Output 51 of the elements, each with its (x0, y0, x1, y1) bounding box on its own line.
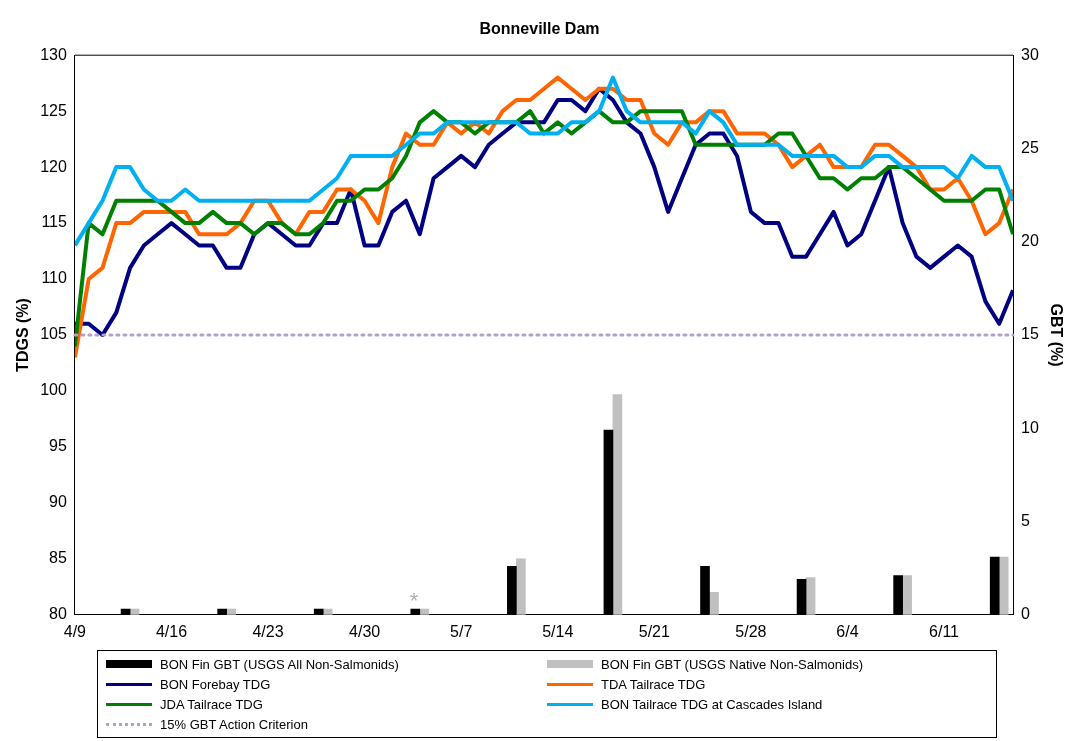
y2-tick-label: 20 (1021, 232, 1039, 250)
x-tick-label: 6/11 (929, 622, 960, 640)
x-tick-label: 5/7 (450, 622, 473, 640)
bar (902, 575, 912, 615)
y2-tick-label: 15 (1021, 325, 1039, 343)
bar (989, 556, 1000, 615)
x-tick-label: 4/9 (63, 622, 87, 640)
y-tick-label: 95 (49, 437, 67, 455)
bar (507, 565, 517, 615)
x-tick-label: 5/28 (735, 622, 767, 640)
bar (700, 565, 710, 615)
legend-label: BON Fin GBT (USGS Native Non-Salmonids) (601, 656, 863, 672)
x-tick-label: 4/16 (155, 622, 188, 640)
bar (805, 577, 816, 615)
legend-label: 15% GBT Action Criterion (160, 716, 308, 732)
legend-label: TDA Tailrace TDG (601, 676, 706, 692)
y-tick-label: 120 (40, 157, 67, 175)
legend-label: BON Fin GBT (USGS All Non-Salmonids) (160, 656, 399, 672)
bar (612, 394, 623, 615)
y2-tick-label: 25 (1021, 138, 1039, 156)
y-tick-label: 115 (41, 213, 67, 231)
x-tick-label: 4/23 (252, 622, 284, 640)
y-tick-label: 130 (40, 45, 67, 63)
x-tick-label: 4/30 (349, 622, 381, 640)
chart-title: Bonneville Dam (479, 20, 600, 38)
y2-axis-title: GBT (%) (1047, 303, 1065, 367)
y-axis-title: TDGS (%) (14, 298, 32, 372)
y-tick-label: 80 (49, 605, 67, 623)
x-tick-label: 6/4 (836, 622, 859, 640)
y-tick-label: 100 (40, 381, 67, 399)
y2-tick-label: 10 (1021, 418, 1039, 436)
bar (893, 575, 903, 615)
y-tick-label: 85 (49, 549, 67, 567)
bar (796, 579, 807, 615)
y-tick-label: 105 (40, 325, 67, 343)
bar (709, 592, 719, 615)
y-tick-label: 90 (49, 493, 67, 511)
bar (603, 429, 614, 615)
x-tick-label: 5/21 (638, 622, 670, 640)
legend-label: BON Forebay TDG (160, 676, 271, 692)
y-tick-label: 125 (40, 101, 67, 119)
y2-tick-label: 30 (1021, 45, 1039, 63)
y2-tick-label: 0 (1021, 605, 1030, 623)
annotation: * (409, 587, 419, 613)
y2-tick-label: 5 (1021, 511, 1030, 529)
bar (516, 558, 526, 615)
y-tick-label: 110 (41, 269, 67, 287)
legend-label: JDA Tailrace TDG (160, 696, 263, 712)
bar (998, 556, 1009, 615)
legend-label: BON Tailrace TDG at Cascades Island (601, 696, 823, 712)
x-tick-label: 5/14 (542, 622, 574, 640)
